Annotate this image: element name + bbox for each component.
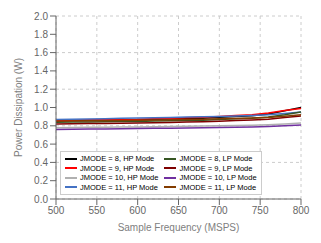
svg-text:1.4: 1.4 bbox=[34, 65, 48, 76]
html-text:JMODE = 8, LP Mode: JMODE = 8, LP Mode bbox=[179, 154, 253, 163]
svg-text:650: 650 bbox=[170, 205, 187, 216]
svg-text:750: 750 bbox=[252, 205, 269, 216]
svg-text:0.4: 0.4 bbox=[34, 157, 48, 168]
html-text:JMODE = 10, HP Mode: JMODE = 10, HP Mode bbox=[80, 173, 159, 182]
svg-text:800: 800 bbox=[293, 205, 310, 216]
svg-text:0.0: 0.0 bbox=[34, 194, 48, 205]
svg-text:0.8: 0.8 bbox=[34, 120, 48, 131]
svg-text:1.2: 1.2 bbox=[34, 84, 48, 95]
svg-text:500: 500 bbox=[48, 205, 65, 216]
svg-text:0.2: 0.2 bbox=[34, 175, 48, 186]
html-text:JMODE = 8, HP Mode: JMODE = 8, HP Mode bbox=[80, 154, 155, 163]
html-text:JMODE = 11, HP Mode: JMODE = 11, HP Mode bbox=[80, 182, 158, 192]
svg-text:1.6: 1.6 bbox=[34, 47, 48, 58]
html-text:JMODE = 11, LP Mode: JMODE = 11, LP Mode bbox=[179, 182, 257, 192]
svg-text:600: 600 bbox=[129, 205, 146, 216]
svg-text:1.0: 1.0 bbox=[34, 102, 48, 113]
svg-text:550: 550 bbox=[88, 205, 105, 216]
svg-text:0.6: 0.6 bbox=[34, 139, 48, 150]
svg-text:Sample Frequency (MSPS): Sample Frequency (MSPS) bbox=[118, 222, 240, 233]
svg-text:1.8: 1.8 bbox=[34, 29, 48, 40]
html-text:JMODE = 10, LP Mode: JMODE = 10, LP Mode bbox=[179, 173, 257, 182]
svg-text:2.0: 2.0 bbox=[34, 11, 48, 22]
svg-text:Power Dissipation (W): Power Dissipation (W) bbox=[13, 58, 24, 157]
html-text:JMODE = 9, LP Mode: JMODE = 9, LP Mode bbox=[179, 163, 253, 173]
html-text:JMODE = 9, HP Mode: JMODE = 9, HP Mode bbox=[80, 163, 155, 173]
svg-text:700: 700 bbox=[211, 205, 228, 216]
